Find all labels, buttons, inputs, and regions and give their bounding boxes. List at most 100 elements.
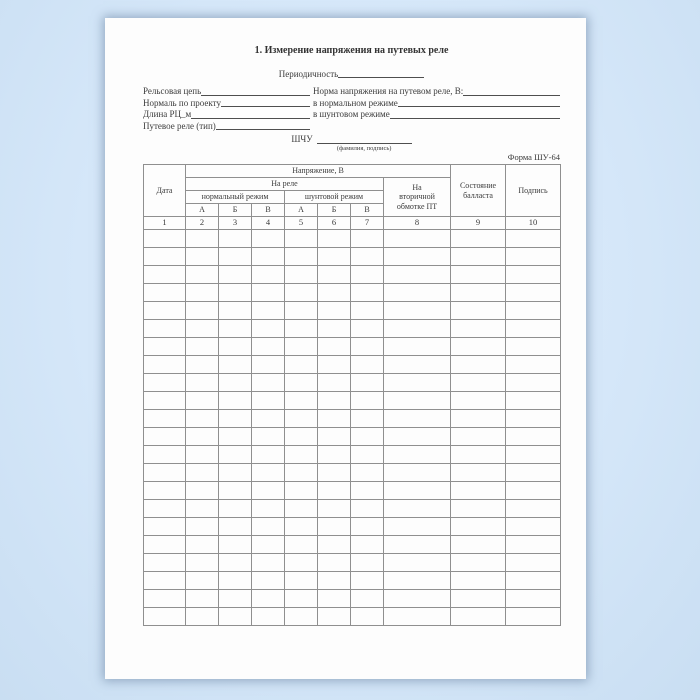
header-cell-secondary-winding: На вторичной обмотке ПТ [382, 177, 452, 217]
field-rail-circuit: Рельсовая цепь [143, 86, 310, 97]
table-cell [317, 553, 351, 572]
table-cell [251, 247, 285, 266]
table-cell [317, 463, 351, 482]
table-cell [382, 355, 452, 374]
table-cell [143, 463, 186, 482]
table-cell [382, 535, 452, 554]
table-cell [251, 517, 285, 536]
table-cell [185, 409, 219, 428]
table-cell [218, 337, 252, 356]
table-cell [218, 265, 252, 284]
table-cell [284, 607, 318, 626]
table-cell [505, 535, 562, 554]
column-number-cell: 7 [350, 216, 384, 230]
table-cell [382, 481, 452, 500]
column-number-cell: 8 [382, 216, 452, 230]
document-title: 1. Измерение напряжения на путевых реле [254, 45, 449, 56]
table-cell [284, 535, 318, 554]
table-cell [317, 499, 351, 518]
table-cell [505, 373, 562, 392]
table-cell [185, 391, 219, 410]
header-cell-signature: Подпись [505, 164, 562, 217]
table-cell [284, 265, 318, 284]
header-cell-normal-mode: нормальный режим [185, 190, 285, 204]
table-cell [505, 589, 562, 608]
table-cell [450, 499, 507, 518]
table-cell [185, 535, 219, 554]
table-cell [450, 589, 507, 608]
table-row [143, 283, 562, 302]
table-cell [350, 427, 384, 446]
field-label: Длина РЦ_м [143, 109, 192, 119]
table-cell [317, 391, 351, 410]
table-cell [317, 265, 351, 284]
table-cell [251, 481, 285, 500]
blank-line [215, 129, 310, 130]
table-cell [143, 355, 186, 374]
table-cell [284, 589, 318, 608]
field-label: Путевое реле (тип) [143, 120, 216, 131]
table-cell [505, 463, 562, 482]
table-cell [382, 301, 452, 320]
table-cell [284, 247, 318, 266]
table-cell [505, 247, 562, 266]
table-cell [450, 427, 507, 446]
table-cell [505, 301, 562, 320]
table-cell [382, 463, 452, 482]
table-cell [450, 391, 507, 410]
table-cell [185, 445, 219, 464]
table-cell [218, 229, 252, 248]
field-track-relay-type: Путевое реле (тип) [143, 121, 310, 132]
table-cell [218, 283, 252, 302]
table-cell [450, 229, 507, 248]
column-number-cell: 3 [218, 216, 252, 230]
column-numbers-row: 1 2 3 4 5 6 7 8 9 10 [143, 216, 562, 230]
table-row [143, 481, 562, 500]
table-cell [382, 571, 452, 590]
table-cell [143, 607, 186, 626]
table-cell [185, 283, 219, 302]
table-cell [317, 517, 351, 536]
table-cell [450, 553, 507, 572]
table-body [143, 229, 562, 626]
table-cell [350, 499, 384, 518]
field-rc-length: Длина РЦ_м [143, 109, 310, 120]
table-cell [450, 373, 507, 392]
table-cell [505, 427, 562, 446]
table-cell [450, 337, 507, 356]
table-cell [317, 337, 351, 356]
table-row [143, 499, 562, 518]
table-cell [350, 553, 384, 572]
table-row [143, 247, 562, 266]
table-cell [251, 229, 285, 248]
table-row [143, 229, 562, 248]
table-cell [350, 535, 384, 554]
table-cell [317, 607, 351, 626]
table-cell [382, 409, 452, 428]
field-label: Рельсовая цепь [143, 86, 202, 96]
column-number-cell: 6 [317, 216, 351, 230]
field-voltage-norm: Норма напряжения на путевом реле, В: [310, 86, 560, 97]
form-row: Рельсовая цепь Норма напряжения на путев… [143, 85, 560, 97]
table-cell [450, 247, 507, 266]
table-cell [505, 337, 562, 356]
table-cell [251, 319, 285, 338]
table-cell [185, 229, 219, 248]
table-cell [317, 571, 351, 590]
table-cell [505, 553, 562, 572]
table-cell [185, 499, 219, 518]
phase-cell: В [251, 203, 285, 217]
table-cell [251, 337, 285, 356]
table-cell [284, 337, 318, 356]
table-cell [218, 499, 252, 518]
table-row [143, 409, 562, 428]
table-cell [450, 265, 507, 284]
table-cell [251, 535, 285, 554]
form-fields-block: Рельсовая цепь Норма напряжения на путев… [143, 85, 560, 131]
measurement-table: Дата Напряжение, В Состояние балласта По… [143, 164, 562, 626]
table-cell [450, 571, 507, 590]
table-row [143, 553, 562, 572]
table-cell [350, 517, 384, 536]
table-cell [143, 427, 186, 446]
table-cell [284, 229, 318, 248]
